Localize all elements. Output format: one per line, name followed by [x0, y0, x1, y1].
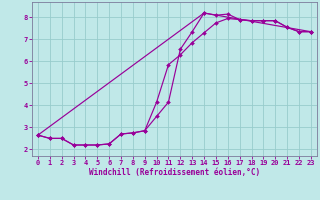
X-axis label: Windchill (Refroidissement éolien,°C): Windchill (Refroidissement éolien,°C) [89, 168, 260, 177]
